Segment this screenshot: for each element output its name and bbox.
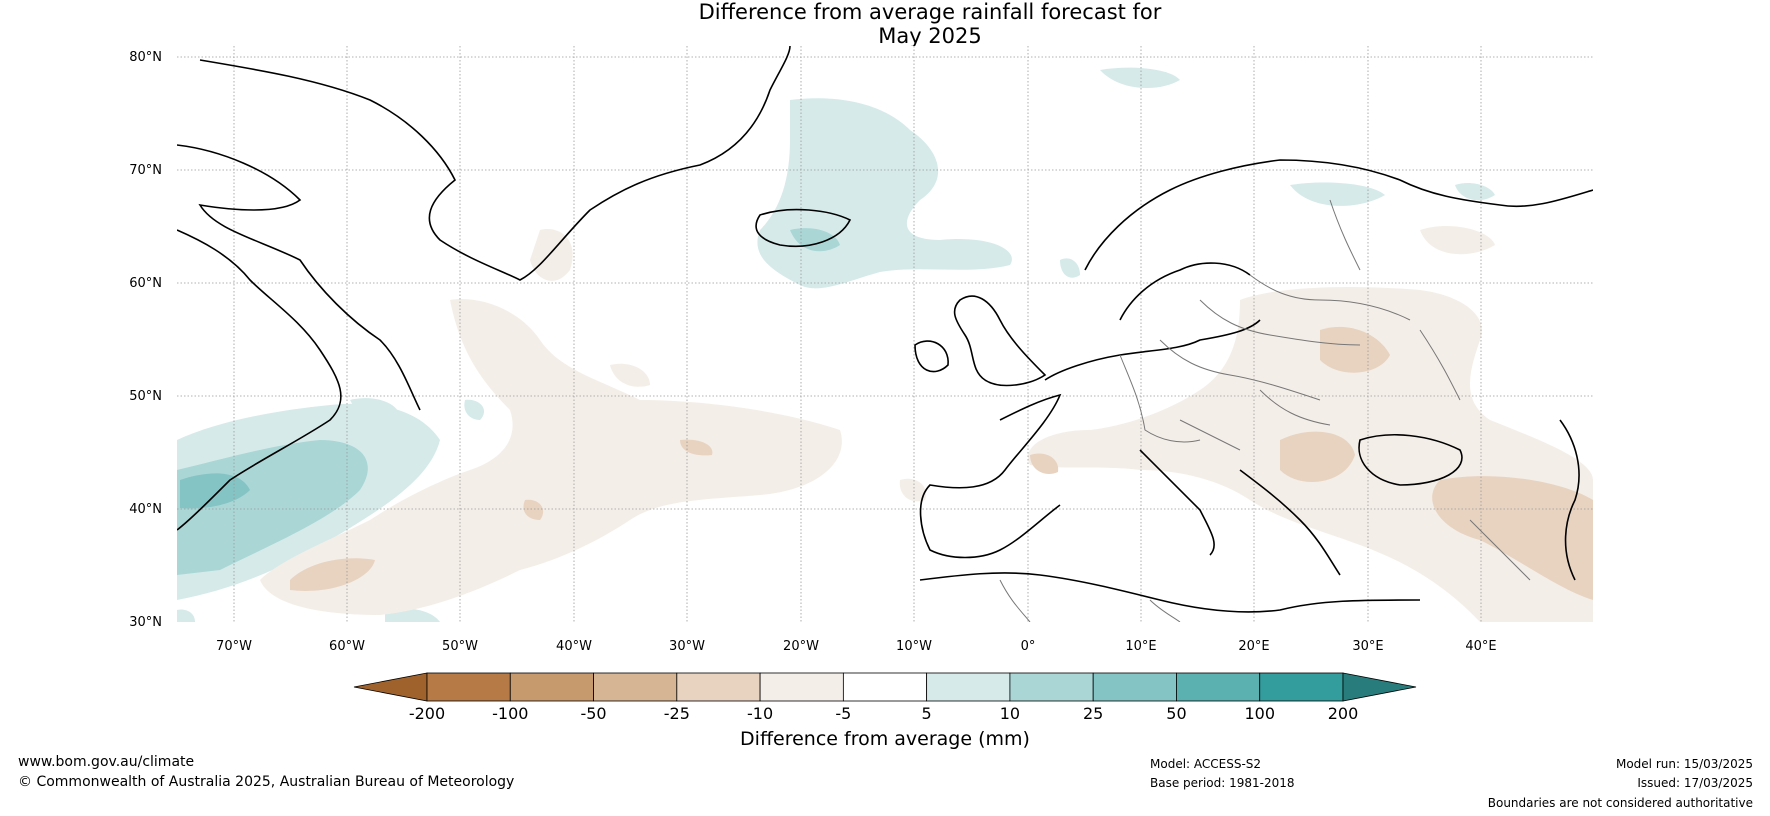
- copyright-text: © Commonwealth of Australia 2025, Austra…: [18, 774, 515, 790]
- title-line-2: May 2025: [878, 24, 982, 48]
- colorbar-tick-label: -25: [664, 704, 690, 723]
- lat-label: 40°N: [129, 502, 162, 517]
- coastlines: [177, 46, 1593, 613]
- lat-label: 60°N: [129, 276, 162, 291]
- website-text: www.bom.gov.au/climate: [18, 754, 195, 770]
- colorbar-high-arrow: [1342, 672, 1417, 702]
- model-text: Model: ACCESS-S2: [1150, 757, 1262, 771]
- colorbar-tick-label: 200: [1328, 704, 1359, 723]
- lon-label: 60°W: [329, 639, 365, 654]
- colorbar-tick-label: 50: [1166, 704, 1186, 723]
- colorbar-segment: [842, 672, 928, 702]
- latitude-labels: 80°N 70°N 60°N 50°N 40°N 30°N: [129, 50, 162, 630]
- issued-text: Issued: 17/03/2025: [1637, 776, 1753, 790]
- colorbar-segment: [426, 672, 511, 702]
- colorbar-tick-label: 100: [1244, 704, 1275, 723]
- colorbar-segment: [1176, 672, 1261, 702]
- lat-label: 50°N: [129, 389, 162, 404]
- colorbar-segment: [926, 672, 1011, 702]
- colorbar-tick-label: 5: [922, 704, 932, 723]
- lat-label: 70°N: [129, 163, 162, 178]
- lon-label: 30°W: [669, 639, 705, 654]
- colorbar-label: Difference from average (mm): [740, 728, 1030, 750]
- map-area: [177, 46, 1593, 622]
- colorbar-tick-label: -50: [580, 704, 606, 723]
- model-run-text: Model run: 15/03/2025: [1615, 757, 1753, 771]
- title-line-1: Difference from average rainfall forecas…: [698, 0, 1162, 24]
- colorbar-tick-label: -5: [835, 704, 851, 723]
- colorbar-segment: [509, 672, 594, 702]
- colorbar-segment: [676, 672, 761, 702]
- colorbar-tick-label: 25: [1083, 704, 1103, 723]
- lat-label: 30°N: [129, 615, 162, 630]
- lon-label: 30°E: [1352, 639, 1383, 654]
- colorbar-tick-label: -200: [409, 704, 445, 723]
- lon-label: 40°E: [1465, 639, 1496, 654]
- map-title: Difference from average rainfall forecas…: [580, 0, 1280, 48]
- graticule: [177, 46, 1593, 622]
- lon-label: 20°E: [1238, 639, 1269, 654]
- lon-label: 0°: [1021, 639, 1036, 654]
- colorbar-segment: [593, 672, 678, 702]
- colorbar-segment: [759, 672, 844, 702]
- longitude-labels: 70°W 60°W 50°W 40°W 30°W 20°W 10°W 0° 10…: [216, 639, 1497, 654]
- colorbar-tick-label: -100: [492, 704, 528, 723]
- lon-label: 20°W: [783, 639, 819, 654]
- colorbar-tick-labels: -200 -100 -50 -25 -10 -5 5 10 25 50 100 200: [409, 704, 1358, 723]
- colorbar-segment: [1009, 672, 1094, 702]
- colorbar-tick-label: 10: [1000, 704, 1020, 723]
- anomaly-shading: [177, 67, 1593, 622]
- lon-label: 40°W: [556, 639, 592, 654]
- colorbar-tick-label: -10: [747, 704, 773, 723]
- lon-label: 70°W: [216, 639, 252, 654]
- colorbar: [353, 672, 1417, 702]
- lon-label: 50°W: [442, 639, 478, 654]
- colorbar-low-arrow: [353, 672, 428, 702]
- lat-label: 80°N: [129, 50, 162, 65]
- country-borders: [999, 199, 1531, 622]
- lon-label: 10°W: [896, 639, 932, 654]
- colorbar-segment: [1259, 672, 1344, 702]
- colorbar-segment: [1092, 672, 1177, 702]
- disclaimer-text: Boundaries are not considered authoritat…: [1487, 796, 1753, 810]
- base-period-text: Base period: 1981-2018: [1150, 776, 1295, 790]
- lon-label: 10°E: [1125, 639, 1156, 654]
